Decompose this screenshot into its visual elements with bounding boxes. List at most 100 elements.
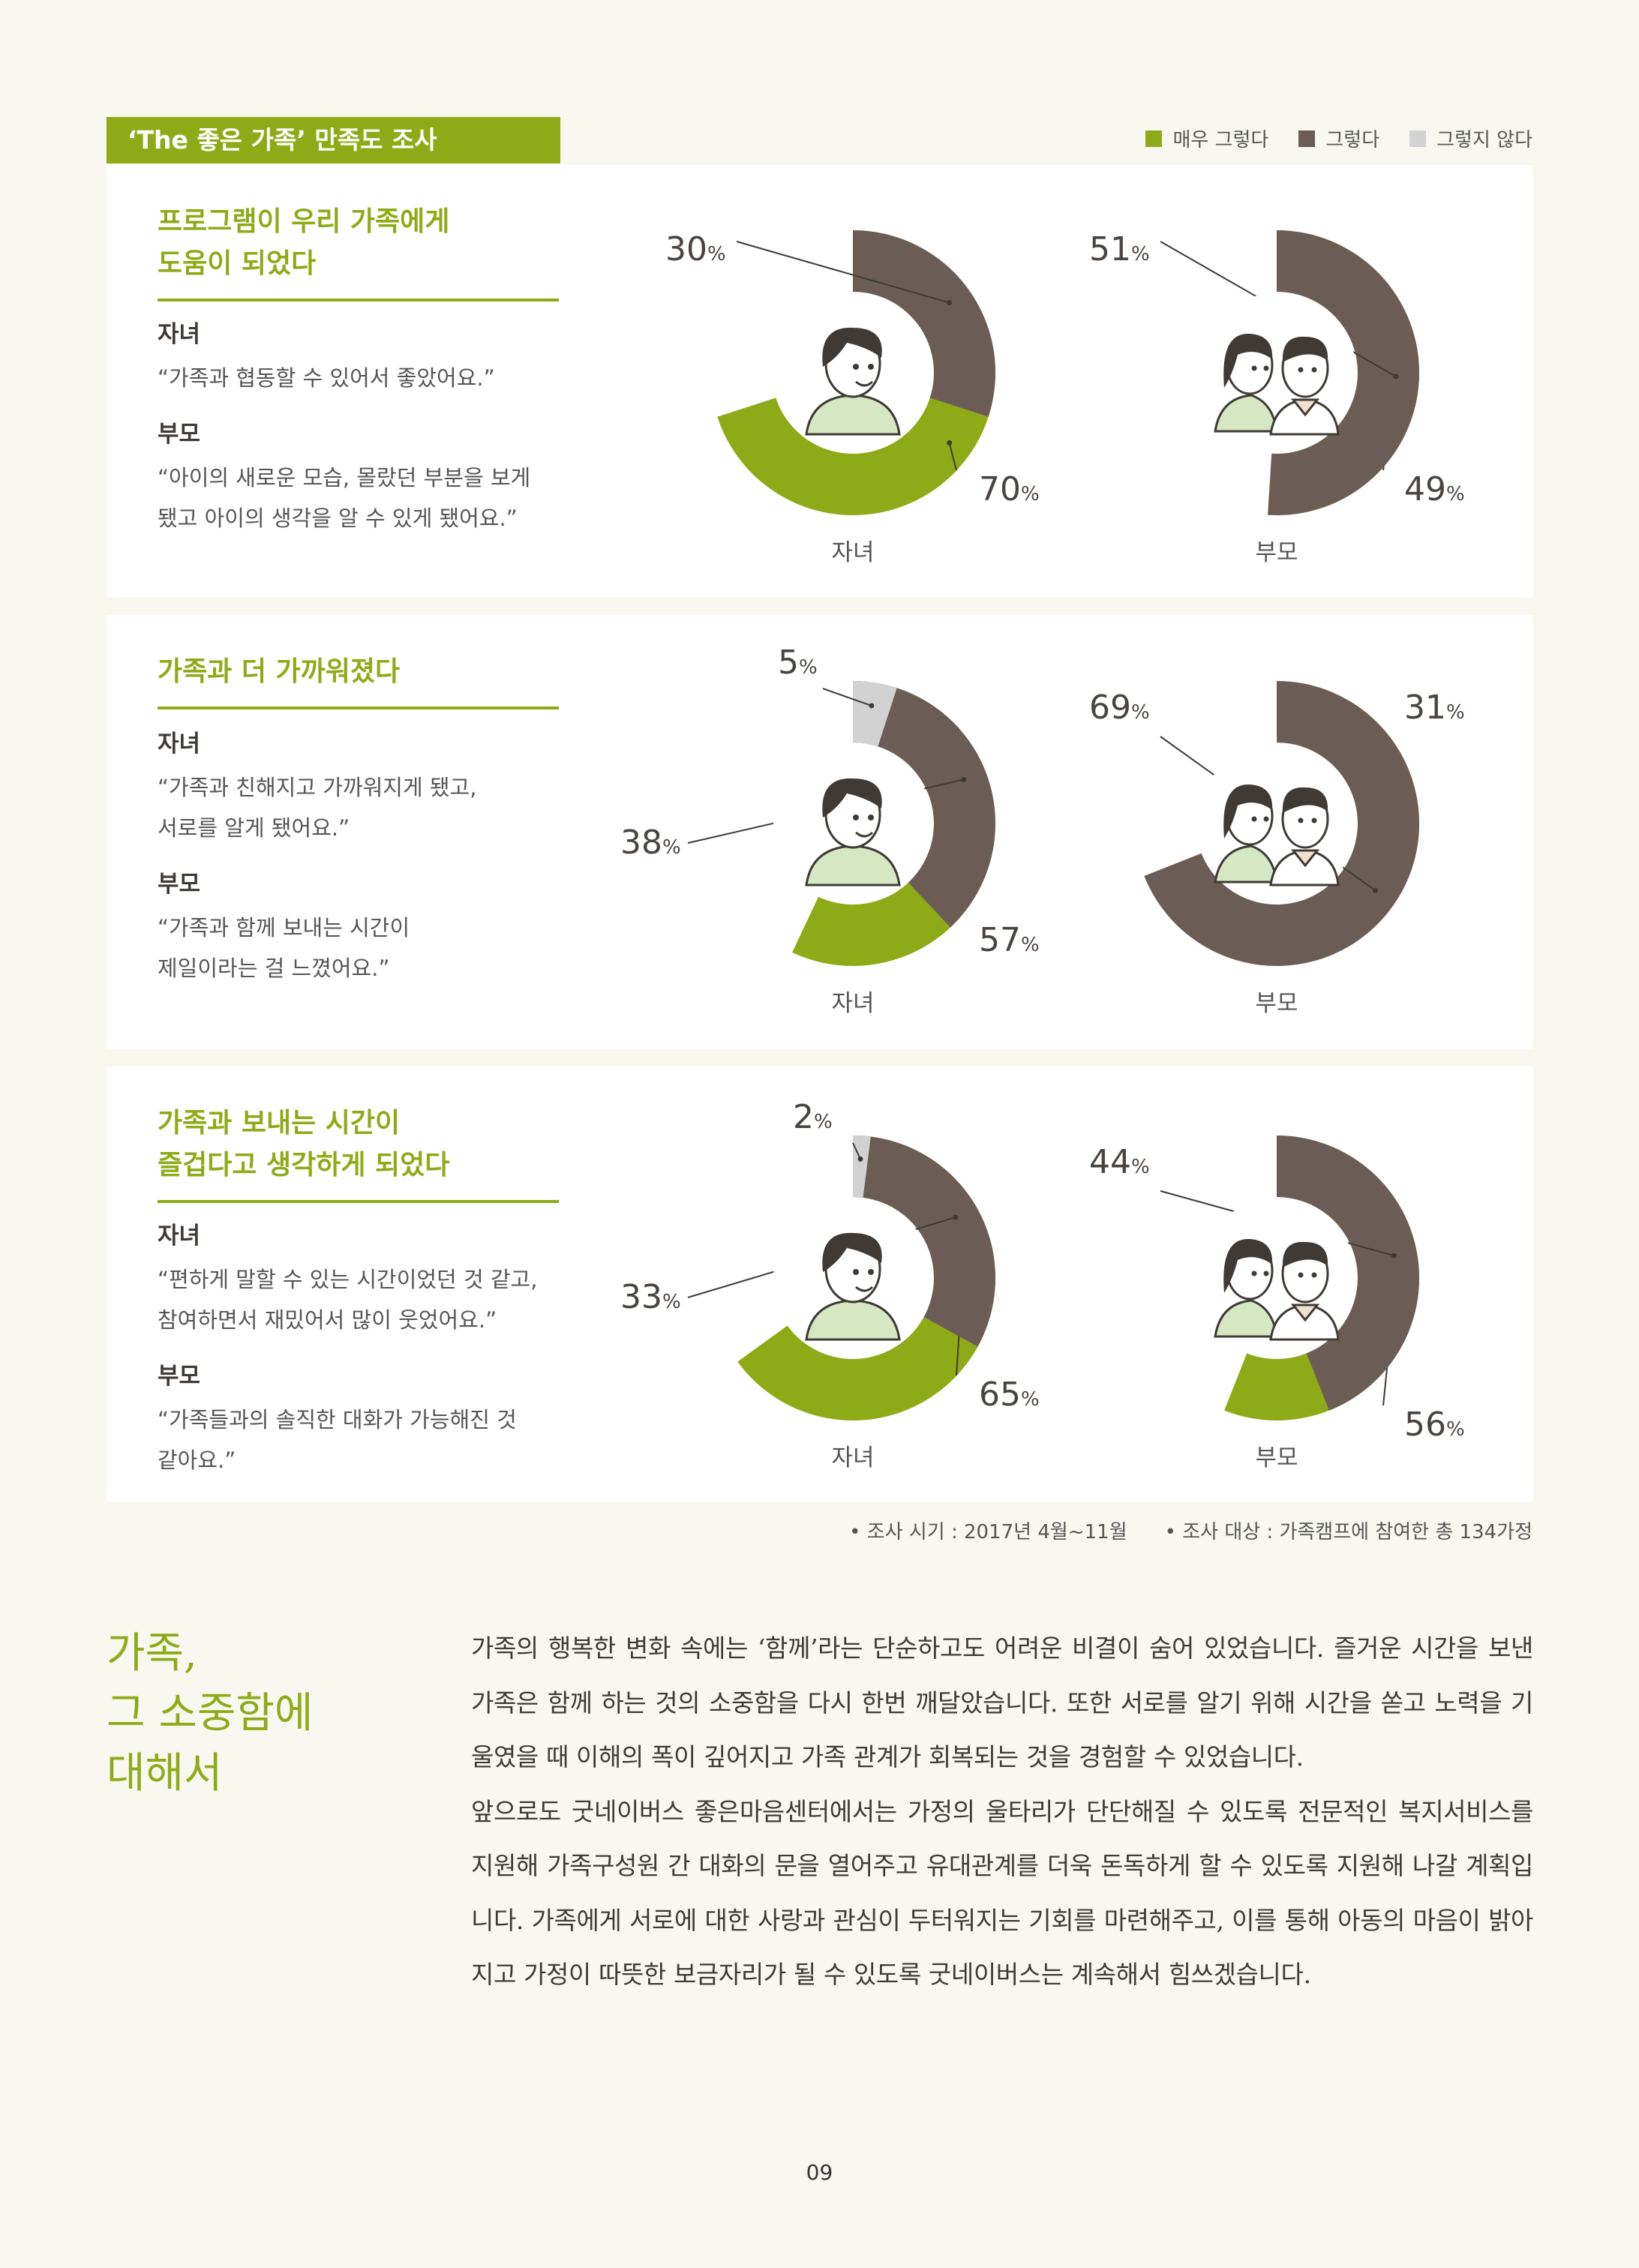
donut-charts: 70% 30% 자녀 49% 51% 부모	[665, 230, 1465, 566]
eye	[868, 814, 874, 820]
legend-swatch	[1298, 130, 1316, 147]
father-collar	[1290, 849, 1320, 868]
leader-line	[956, 1332, 960, 1376]
slice-label: 51%	[1089, 230, 1150, 268]
slice-label: 70%	[979, 470, 1040, 508]
donut-chart: 31% 69% 부모	[1089, 681, 1465, 1017]
legend-swatch	[1409, 130, 1427, 147]
eye	[1298, 818, 1304, 824]
mother-hair	[1223, 784, 1273, 838]
legend-label: 매우 그렇다	[1172, 129, 1269, 152]
slice-label: 38%	[620, 824, 681, 862]
chart-caption: 자녀	[831, 1444, 874, 1472]
parent-quote: “가족과 함께 보내는 시간이 제일이라는 걸 느꼈어요.”	[158, 915, 410, 981]
eye	[853, 1269, 859, 1275]
leader-dot	[1391, 1252, 1397, 1258]
leader-line	[822, 688, 872, 706]
child-quote: “가족과 친해지고 가까워지게 됐고, 서로를 알게 됐어요.”	[158, 775, 477, 841]
legend-item-no: 그렇지 않다	[1409, 124, 1532, 152]
leader-dot	[857, 1156, 863, 1162]
mouth	[855, 1286, 874, 1292]
eye	[868, 364, 874, 370]
mother-hair	[1223, 1238, 1273, 1293]
donut-slice	[1268, 230, 1419, 515]
essay-paragraph: 가족의 행복한 변화 속에는 ‘함께’라는 단순하고도 어려운 비결이 숨어 있…	[471, 1634, 1533, 1772]
survey-footnote: • 조사 시기 : 2017년 4월~11월 • 조사 대상 : 가족캠프에 참…	[849, 1516, 1532, 1544]
panel-heading: 가족과 더 가까워졌다	[158, 651, 559, 710]
leader-dot	[947, 300, 953, 306]
legend-item-yes: 그렇다	[1298, 124, 1379, 152]
slice-label: 33%	[620, 1278, 681, 1316]
slice-label: 49%	[1404, 470, 1465, 508]
survey-panel-enjoy: 가족과 보내는 시간이 즐겁다고 생각하게 되었다 자녀 “편하게 말할 수 있…	[107, 1066, 1533, 1502]
slice-label: 65%	[979, 1376, 1040, 1414]
leader-dot	[1393, 374, 1399, 380]
donut-chart: 65% 33% 2% 자녀	[620, 1098, 1040, 1472]
essay-body: 가족의 행복한 변화 속에는 ‘함께’라는 단순하고도 어려운 비결이 숨어 있…	[471, 1622, 1533, 2002]
chart-caption: 부모	[1255, 990, 1298, 1017]
eye	[1263, 1270, 1269, 1276]
legend-swatch	[1145, 130, 1163, 147]
father-hair	[1282, 336, 1328, 362]
chart-caption: 자녀	[831, 990, 874, 1017]
leader-dot	[1373, 887, 1379, 893]
leader-line	[736, 241, 950, 304]
eye	[853, 364, 859, 370]
eye	[868, 1269, 874, 1275]
slice-label: 5%	[778, 644, 818, 682]
eye	[1251, 365, 1257, 371]
child-label: 자녀	[158, 321, 201, 348]
chart-legend: 매우 그렇다 그렇다 그렇지 않다	[1145, 124, 1532, 152]
eye	[1298, 367, 1304, 373]
eye	[1263, 816, 1269, 822]
donut-chart: 57% 38% 5% 자녀	[620, 644, 1040, 1017]
eye	[1251, 816, 1257, 822]
legend-label: 그렇지 않다	[1436, 129, 1532, 152]
parent-label: 부모	[158, 421, 201, 448]
panel-heading: 가족과 보내는 시간이 즐겁다고 생각하게 되었다	[158, 1102, 559, 1203]
donut-slice	[853, 681, 996, 928]
chart-caption: 자녀	[831, 539, 874, 566]
child-quote: “편하게 말할 수 있는 시간이었던 것 같고, 참여하면서 재밌어서 많이 웃…	[158, 1267, 538, 1333]
mouth	[855, 831, 874, 838]
child-label: 자녀	[158, 1222, 201, 1250]
parent-label: 부모	[158, 871, 201, 898]
slice-label: 30%	[665, 230, 726, 268]
hair	[822, 1232, 882, 1272]
hair	[822, 778, 882, 818]
essay-title: 가족, 그 소중함에 대해서	[107, 1629, 314, 1798]
father-collar	[1290, 1304, 1320, 1322]
donut-chart: 56% 44% 부모	[1089, 1136, 1465, 1472]
leader-dot	[869, 703, 875, 709]
slice-label: 2%	[793, 1098, 833, 1136]
mouth	[855, 380, 874, 387]
slice-label: 31%	[1404, 688, 1465, 727]
slice-label: 57%	[979, 921, 1040, 959]
child-quote: “가족과 협동할 수 있어서 좋았어요.”	[158, 365, 495, 391]
chart-caption: 부모	[1255, 539, 1298, 566]
chart-caption: 부모	[1255, 1444, 1298, 1472]
donut-slice	[1144, 681, 1420, 966]
survey-target: • 조사 대상 : 가족캠프에 참여한 총 134가정	[1164, 1521, 1532, 1544]
donut-slice	[853, 230, 996, 417]
slice-label: 69%	[1089, 688, 1150, 727]
donut-chart: 49% 51% 부모	[1089, 230, 1465, 566]
child-label: 자녀	[158, 730, 201, 758]
donut-chart: 70% 30% 자녀	[665, 230, 1040, 566]
eye	[1311, 367, 1317, 373]
eye	[1263, 365, 1269, 371]
leader-line	[852, 1142, 861, 1160]
essay-paragraph: 앞으로도 굿네이버스 좋은마음센터에서는 가정의 울타리가 단단해질 수 있도록…	[471, 1796, 1533, 1990]
legend-label: 그렇다	[1325, 129, 1380, 152]
hair	[822, 327, 882, 367]
parent-quote: “아이의 새로운 모습, 몰랐던 부분을 보게 됐고 아이의 생각을 알 수 있…	[158, 465, 531, 531]
legend-item-very-yes: 매우 그렇다	[1145, 124, 1268, 152]
survey-period: • 조사 시기 : 2017년 4월~11월	[849, 1521, 1127, 1544]
eye	[1311, 1272, 1317, 1278]
survey-title: ‘The 좋은 가족’ 만족도 조사	[107, 117, 560, 164]
slice-label: 44%	[1089, 1143, 1150, 1181]
parent-label: 부모	[158, 1363, 201, 1390]
mother-hair	[1223, 333, 1273, 388]
parent-quote: “가족들과의 솔직한 대화가 가능해진 것 같아요.”	[158, 1407, 517, 1473]
leader-dot	[953, 1214, 959, 1220]
